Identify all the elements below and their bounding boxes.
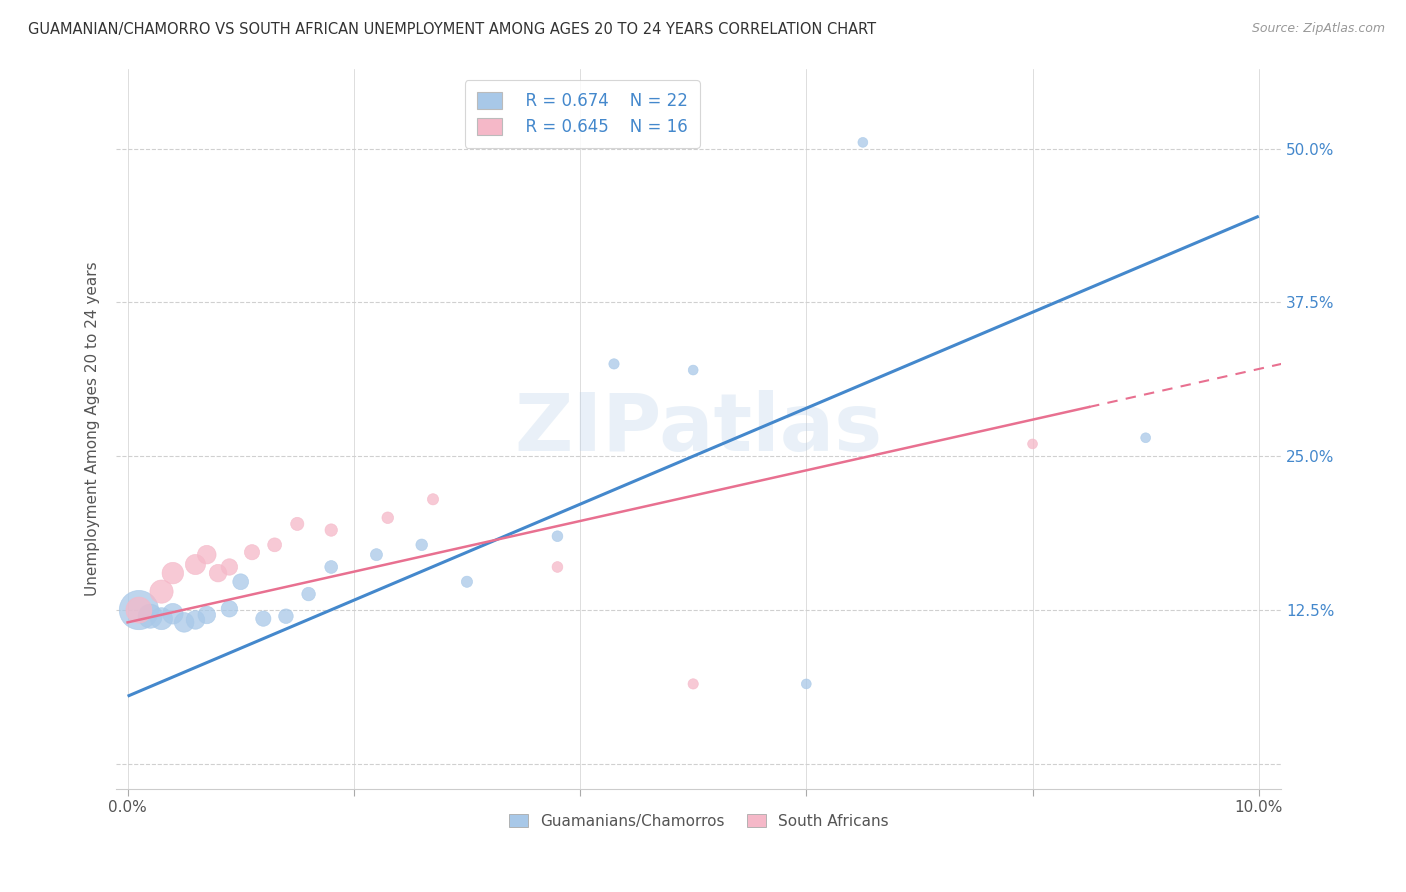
Point	[852, 136, 875, 150]
Point	[456, 574, 478, 589]
Text: Source: ZipAtlas.com: Source: ZipAtlas.com	[1251, 22, 1385, 36]
Point	[366, 548, 388, 562]
Point	[297, 587, 319, 601]
Point	[139, 609, 162, 624]
Point	[546, 560, 568, 574]
Point	[263, 538, 285, 552]
Point	[377, 510, 399, 524]
Y-axis label: Unemployment Among Ages 20 to 24 years: Unemployment Among Ages 20 to 24 years	[86, 261, 100, 596]
Point	[546, 529, 568, 543]
Point	[128, 603, 150, 617]
Point	[285, 516, 308, 531]
Point	[422, 492, 444, 507]
Point	[150, 584, 173, 599]
Point	[1021, 437, 1043, 451]
Point	[682, 363, 704, 377]
Point	[150, 612, 173, 626]
Point	[682, 677, 704, 691]
Point	[128, 603, 150, 617]
Point	[794, 677, 817, 691]
Point	[195, 607, 218, 622]
Point	[1135, 431, 1157, 445]
Text: ZIPatlas: ZIPatlas	[515, 390, 883, 467]
Point	[229, 574, 252, 589]
Point	[184, 558, 207, 572]
Point	[173, 615, 195, 630]
Point	[207, 566, 229, 581]
Point	[184, 613, 207, 627]
Point	[240, 545, 263, 559]
Point	[603, 357, 626, 371]
Point	[195, 548, 218, 562]
Point	[321, 523, 343, 537]
Text: GUAMANIAN/CHAMORRO VS SOUTH AFRICAN UNEMPLOYMENT AMONG AGES 20 TO 24 YEARS CORRE: GUAMANIAN/CHAMORRO VS SOUTH AFRICAN UNEM…	[28, 22, 876, 37]
Point	[274, 609, 297, 624]
Point	[321, 560, 343, 574]
Point	[218, 602, 240, 616]
Legend: Guamanians/Chamorros, South Africans: Guamanians/Chamorros, South Africans	[503, 807, 894, 835]
Point	[218, 560, 240, 574]
Point	[411, 538, 433, 552]
Point	[162, 607, 184, 621]
Point	[252, 612, 274, 626]
Point	[162, 566, 184, 581]
